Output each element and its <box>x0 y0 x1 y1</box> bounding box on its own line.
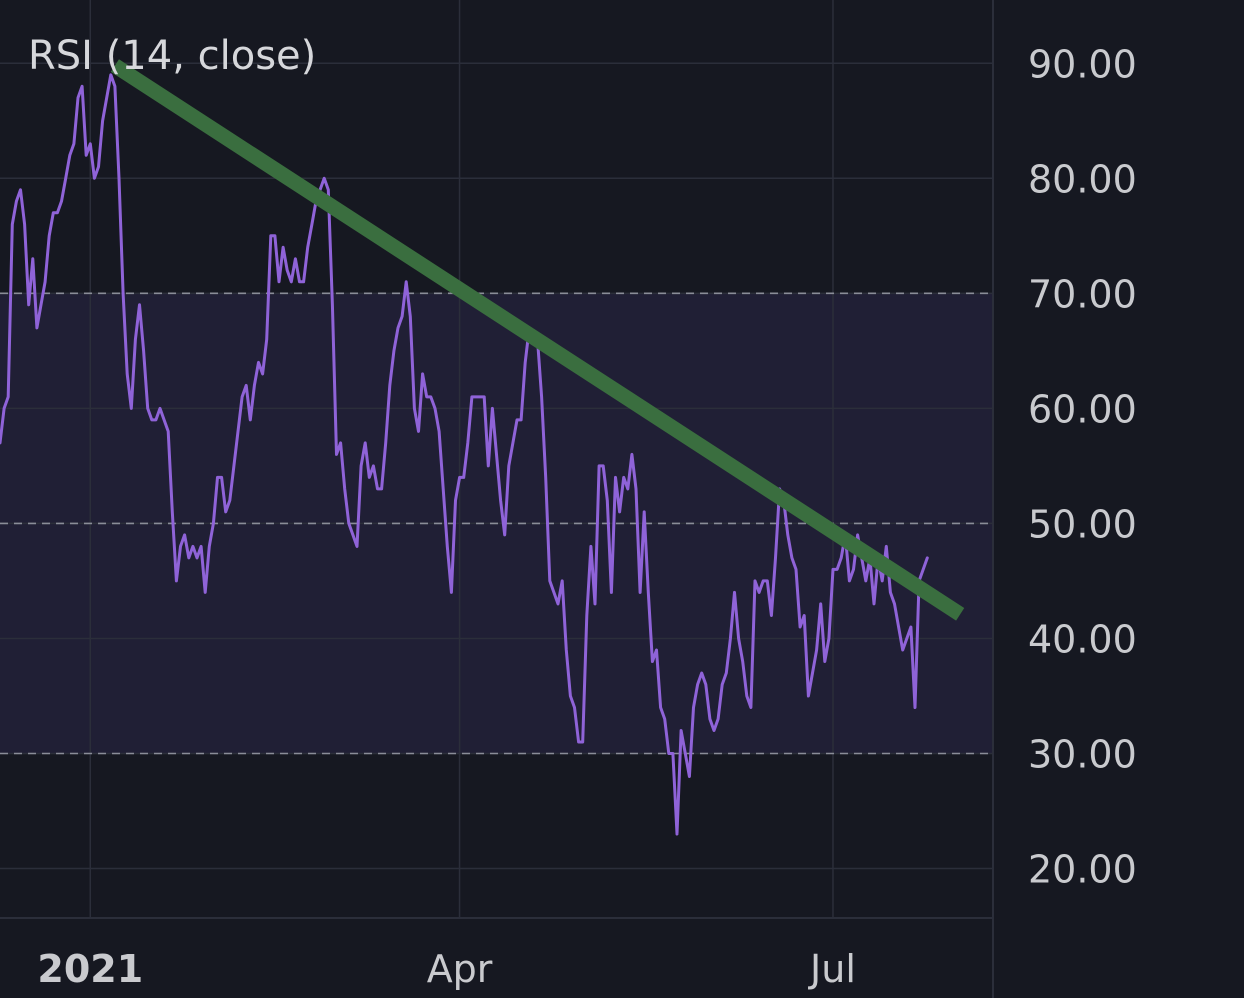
indicator-title: RSI (14, close) <box>28 33 317 79</box>
y-tick-label: 60.00 <box>1028 387 1137 431</box>
x-tick-label: Apr <box>427 947 493 991</box>
y-tick-label: 80.00 <box>1028 157 1137 201</box>
y-tick-label: 20.00 <box>1028 848 1137 892</box>
y-tick-label: 70.00 <box>1028 272 1137 316</box>
x-tick-label: Jul <box>808 947 856 991</box>
y-tick-label: 40.00 <box>1028 617 1137 661</box>
y-tick-label: 50.00 <box>1028 502 1137 546</box>
x-tick-label: 2021 <box>37 947 143 991</box>
y-tick-label: 30.00 <box>1028 732 1137 776</box>
y-tick-label: 90.00 <box>1028 42 1137 86</box>
trendline[interactable] <box>110 59 965 621</box>
